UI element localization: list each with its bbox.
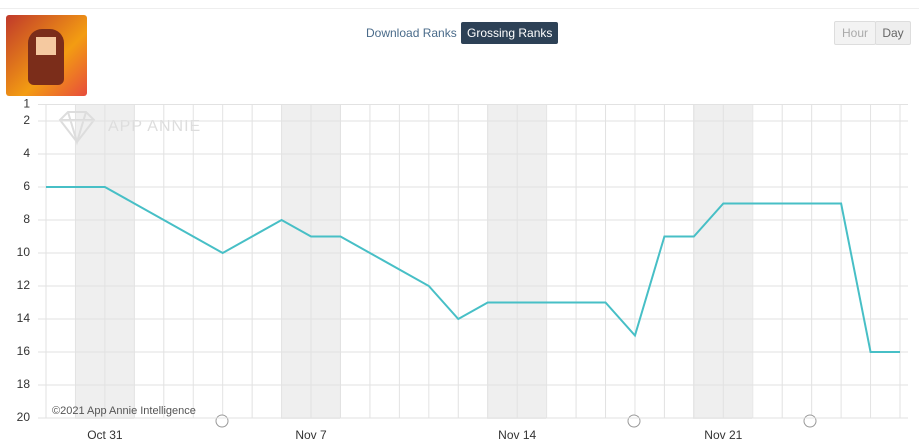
annotation-icon [803,414,817,428]
day-button[interactable]: Day [875,21,911,45]
y-tick-label: 12 [17,278,31,292]
annotation-icon [627,414,641,428]
hour-button[interactable]: Hour [834,21,876,45]
rank-line [46,186,900,353]
y-tick-label: 18 [17,377,31,391]
weekend-band [693,104,752,419]
icon-face [36,37,56,55]
y-tick-label: 8 [23,212,30,226]
download-ranks-tab[interactable]: Download Ranks [366,26,457,40]
watermark-logo [58,111,96,146]
app-icon [6,15,87,96]
y-tick-label: 14 [17,311,31,325]
y-tick-label: 4 [23,146,30,160]
annotation-icons [215,414,817,428]
y-tick-label: 1 [23,97,30,111]
weekend-band [281,104,340,419]
weekend-band [75,104,134,419]
watermark-icon [58,111,96,146]
divider [0,8,919,9]
annotation-icon [215,414,229,428]
x-tick-label: Oct 31 [87,428,123,442]
y-tick-label: 2 [23,113,30,127]
copyright: ©2021 App Annie Intelligence [52,405,196,417]
x-tick-label: Nov 21 [704,428,742,442]
weekend-bands [75,104,752,419]
weekend-band [487,104,546,419]
x-tick-label: Nov 7 [295,428,327,442]
y-tick-label: 20 [17,410,31,424]
watermark: APP ANNIE [108,118,201,135]
grossing-ranks-tab[interactable]: Grossing Ranks [461,22,559,44]
x-tick-label: Nov 14 [498,428,536,442]
y-tick-label: 10 [17,245,31,259]
y-tick-label: 16 [17,344,31,358]
day-grid [45,104,901,418]
y-tick-label: 6 [23,179,30,193]
